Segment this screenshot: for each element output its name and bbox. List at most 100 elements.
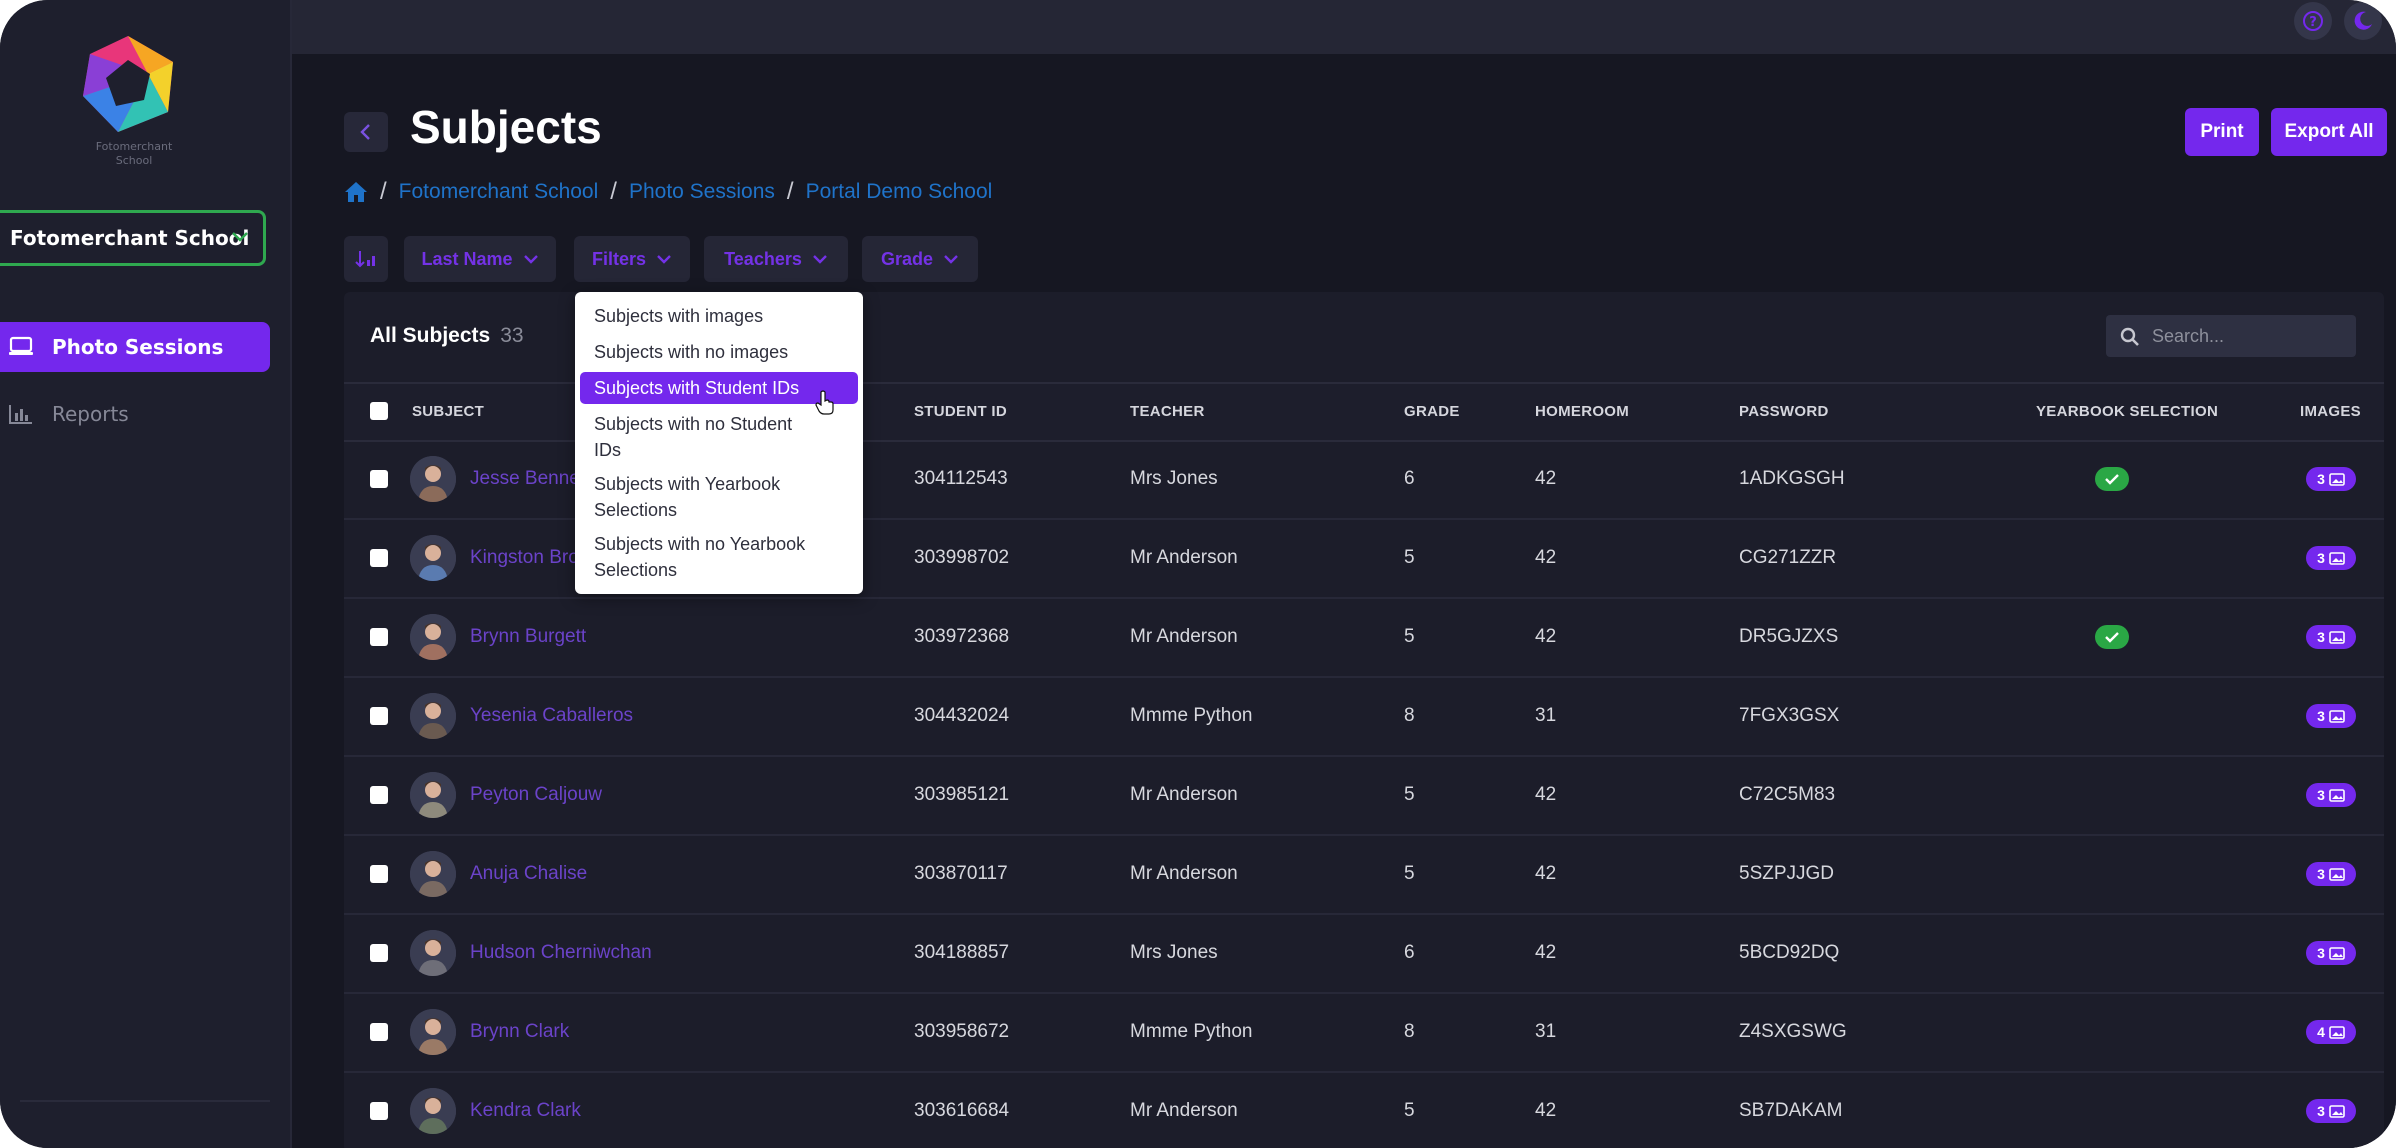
student-id-cell: 303998702 <box>914 547 1010 568</box>
subject-name-link[interactable]: Kendra Clark <box>470 1100 581 1121</box>
images-count: 3 <box>2317 866 2325 882</box>
column-subject[interactable]: SUBJECT <box>412 403 485 420</box>
images-badge[interactable]: 4 <box>2306 1020 2356 1044</box>
homeroom-cell: 42 <box>1535 863 1557 884</box>
images-badge[interactable]: 3 <box>2306 704 2356 728</box>
teacher-cell: Mr Anderson <box>1130 547 1238 568</box>
column-password[interactable]: PASSWORD <box>1739 403 1829 420</box>
avatar <box>410 693 456 739</box>
grade-dropdown[interactable]: Grade <box>862 236 978 282</box>
teacher-cell: Mr Anderson <box>1130 626 1238 647</box>
subject-name-link[interactable]: Jesse Bennett <box>470 468 591 489</box>
password-cell: 5BCD92DQ <box>1739 942 1840 963</box>
column-homeroom[interactable]: HOMEROOM <box>1535 403 1630 420</box>
student-id-cell: 303958672 <box>914 1021 1010 1042</box>
avatar <box>410 772 456 818</box>
column-teacher[interactable]: TEACHER <box>1130 403 1205 420</box>
column-yearbook-selection[interactable]: YEARBOOK SELECTION <box>2036 403 2219 420</box>
subject-name-link[interactable]: Peyton Caljouw <box>470 784 603 805</box>
row-checkbox[interactable] <box>370 865 388 883</box>
search-icon <box>2120 327 2139 346</box>
table-row[interactable]: Kingston Brown 303998702 Mr Anderson 5 42 CG2… <box>344 519 2384 599</box>
images-badge[interactable]: 3 <box>2306 625 2356 649</box>
student-id-cell: 303985121 <box>914 784 1010 805</box>
subject-name-link[interactable]: Brynn Burgett <box>470 626 587 647</box>
password-cell: C72C5M83 <box>1739 784 1836 805</box>
password-cell: Z4SXGSWG <box>1739 1021 1847 1042</box>
avatar <box>410 456 456 502</box>
avatar <box>410 930 456 976</box>
images-badge[interactable]: 3 <box>2306 862 2356 886</box>
images-badge[interactable]: 3 <box>2306 546 2356 570</box>
avatar <box>410 851 456 897</box>
column-images[interactable]: IMAGES <box>2300 403 2361 420</box>
table-row[interactable]: Yesenia Caballeros 304432024 Mmme Python 8 3… <box>344 677 2384 757</box>
print-button[interactable]: Print <box>2185 108 2259 156</box>
images-badge[interactable]: 3 <box>2306 1099 2356 1123</box>
breadcrumb-item[interactable]: Fotomerchant School <box>398 180 599 203</box>
sidebar-divider <box>20 1100 270 1102</box>
subject-name-link[interactable]: Yesenia Caballeros <box>470 705 634 726</box>
check-icon <box>2105 632 2119 643</box>
dark-mode-icon[interactable] <box>2344 2 2382 40</box>
password-cell: DR5GJZXS <box>1739 626 1839 647</box>
filter-option[interactable]: Subjects with Yearbook Selections <box>580 468 858 522</box>
filter-option[interactable]: Subjects with no Student IDs <box>580 408 858 462</box>
row-checkbox[interactable] <box>370 707 388 725</box>
table-row[interactable]: Brynn Clark 303958672 Mmme Python 8 31 Z4SXGS… <box>344 993 2384 1073</box>
filter-option[interactable]: Subjects with no Yearbook Selections <box>580 528 858 582</box>
images-badge[interactable]: 3 <box>2306 783 2356 807</box>
subject-name-link[interactable]: Brynn Clark <box>470 1021 570 1042</box>
images-badge[interactable]: 3 <box>2306 941 2356 965</box>
row-checkbox[interactable] <box>370 470 388 488</box>
avatar <box>410 614 456 660</box>
table-row[interactable]: Jesse Bennett 304112543 Mrs Jones 6 42 1ADKGS… <box>344 440 2384 520</box>
filter-option[interactable]: Subjects with no images <box>580 336 858 368</box>
school-select[interactable]: Fotomerchant School <box>0 210 266 266</box>
filter-option[interactable]: Subjects with images <box>580 300 858 332</box>
last-name-sort-dropdown[interactable]: Last Name <box>404 236 556 282</box>
row-checkbox[interactable] <box>370 628 388 646</box>
search-input[interactable] <box>2106 315 2356 357</box>
table-row[interactable]: Brynn Burgett 303972368 Mr Anderson 5 42 DR5G… <box>344 598 2384 678</box>
images-count: 3 <box>2317 550 2325 566</box>
breadcrumb-item[interactable]: Photo Sessions <box>628 180 775 203</box>
filter-option-line: Selections <box>594 500 678 520</box>
back-button[interactable] <box>344 112 388 152</box>
images-badge[interactable]: 3 <box>2306 467 2356 491</box>
row-checkbox[interactable] <box>370 786 388 804</box>
filters-dropdown[interactable]: Filters <box>574 236 690 282</box>
grade-cell: 8 <box>1404 1021 1415 1042</box>
select-all-checkbox[interactable] <box>370 402 388 420</box>
subject-name-link[interactable]: Kingston Brown <box>470 547 604 568</box>
images-count: 3 <box>2317 471 2325 487</box>
column-grade[interactable]: GRADE <box>1404 403 1460 420</box>
sort-direction-button[interactable] <box>344 236 388 282</box>
homeroom-cell: 42 <box>1535 547 1557 568</box>
nav-reports[interactable]: Reports <box>0 389 270 439</box>
export-all-button[interactable]: Export All <box>2271 108 2387 156</box>
row-checkbox[interactable] <box>370 549 388 567</box>
row-checkbox[interactable] <box>370 1023 388 1041</box>
nav-photo-sessions[interactable]: Photo Sessions <box>0 322 270 372</box>
row-checkbox[interactable] <box>370 1102 388 1120</box>
subject-name-link[interactable]: Anuja Chalise <box>470 863 588 884</box>
table-row[interactable]: Hudson Cherniwchan 304188857 Mrs Jones 6 42 5… <box>344 914 2384 994</box>
grade-cell: 6 <box>1404 942 1415 963</box>
breadcrumb-item[interactable]: Portal Demo School <box>805 180 993 203</box>
table-row[interactable]: Peyton Caljouw 303985121 Mr Anderson 5 42 C72… <box>344 756 2384 836</box>
images-count: 4 <box>2317 1024 2325 1040</box>
filter-option-line: IDs <box>594 440 621 460</box>
sidebar: Fotomerchant School Fotomerchant School … <box>0 0 292 1148</box>
help-icon[interactable]: ? <box>2294 2 2332 40</box>
homeroom-cell: 31 <box>1535 705 1557 726</box>
grade-cell: 5 <box>1404 626 1415 647</box>
table-row[interactable]: Kendra Clark 303616684 Mr Anderson 5 42 SB7DA… <box>344 1072 2384 1148</box>
column-student-id[interactable]: STUDENT ID <box>914 403 1007 420</box>
filter-option[interactable]: Subjects with Student IDs <box>580 372 858 404</box>
subject-name-link[interactable]: Hudson Cherniwchan <box>470 942 652 963</box>
table-row[interactable]: Anuja Chalise 303870117 Mr Anderson 5 42 5SZP… <box>344 835 2384 915</box>
row-checkbox[interactable] <box>370 944 388 962</box>
teachers-dropdown[interactable]: Teachers <box>704 236 848 282</box>
home-icon[interactable] <box>344 181 368 203</box>
